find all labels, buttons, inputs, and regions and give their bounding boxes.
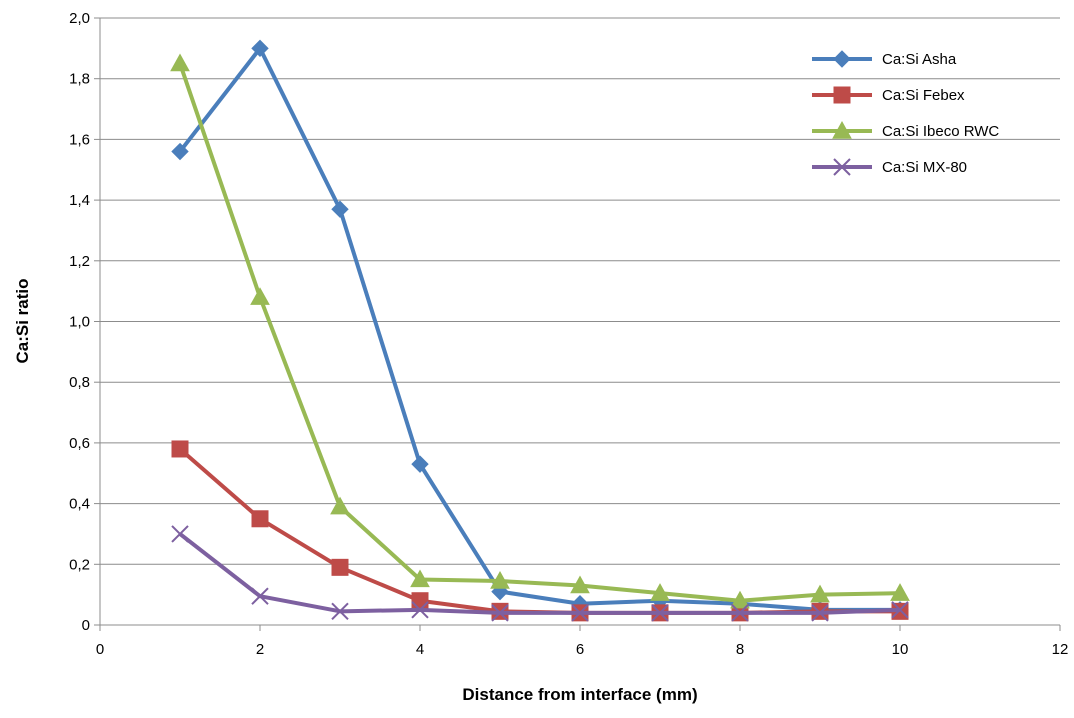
legend-marker xyxy=(833,86,851,104)
marker-stroke xyxy=(251,587,269,605)
x-tick-label: 10 xyxy=(892,641,909,658)
data-point xyxy=(491,604,509,622)
legend-item: Ca:Si Asha xyxy=(812,50,957,68)
data-point xyxy=(171,142,189,161)
data-point xyxy=(410,569,430,588)
y-tick-label: 0,2 xyxy=(69,556,90,573)
marker-stroke xyxy=(491,604,509,622)
data-point xyxy=(251,510,269,528)
marker-stroke xyxy=(651,604,669,622)
data-point xyxy=(650,583,670,601)
x-tick-label: 12 xyxy=(1052,641,1069,658)
data-point xyxy=(571,604,589,622)
y-tick-label: 0 xyxy=(82,617,90,634)
y-tick-label: 0,8 xyxy=(69,374,90,391)
data-point xyxy=(331,200,349,218)
data-point xyxy=(331,602,349,621)
marker-stroke xyxy=(171,525,189,543)
data-point xyxy=(171,525,189,543)
x-tick-label: 2 xyxy=(256,641,264,658)
data-point xyxy=(730,590,750,609)
legend-item: Ca:Si Febex xyxy=(812,86,965,104)
legend-marker xyxy=(833,50,851,68)
data-point xyxy=(411,601,429,619)
series-line xyxy=(178,532,901,615)
y-tick-label: 0,6 xyxy=(69,435,90,452)
y-tick-label: 2,0 xyxy=(69,10,90,27)
legend-item: Ca:Si MX-80 xyxy=(812,158,967,176)
plot-series xyxy=(170,39,910,622)
gridlines xyxy=(100,17,1060,565)
y-tick-label: 1,2 xyxy=(69,253,90,270)
marker-stroke xyxy=(731,604,749,622)
marker-stroke xyxy=(891,601,909,619)
data-point xyxy=(810,584,830,603)
data-point xyxy=(411,455,429,473)
y-tick-label: 0,4 xyxy=(69,496,90,513)
y-tick-label: 1,4 xyxy=(69,192,90,209)
marker-stroke xyxy=(331,602,349,621)
legend-label: Ca:Si Febex xyxy=(882,87,965,104)
series-line xyxy=(178,62,901,603)
series-2 xyxy=(170,53,910,609)
legend-label: Ca:Si Asha xyxy=(882,51,957,68)
axes: 0 0,2 0,4 0,6 0,8 1,0 1,2 1,4 1,6 1,8 2,0 0 2 4 6 8 10 12 xyxy=(69,10,1068,658)
y-axis-title: Ca:Si ratio xyxy=(13,278,32,363)
x-tick-label: 8 xyxy=(736,641,744,658)
legend-marker xyxy=(833,158,851,176)
data-point xyxy=(651,604,669,622)
x-tick-label: 0 xyxy=(96,641,104,658)
data-point xyxy=(570,575,590,594)
data-point xyxy=(490,570,510,589)
legend-marker xyxy=(832,120,852,139)
data-point xyxy=(891,601,909,619)
data-point xyxy=(330,496,350,515)
y-tick-label: 1,6 xyxy=(69,131,90,148)
data-point xyxy=(731,604,749,622)
y-tick-label: 1,0 xyxy=(69,314,90,331)
data-point xyxy=(331,558,349,576)
series-line xyxy=(178,46,900,612)
marker-stroke xyxy=(411,601,429,619)
series-line xyxy=(178,447,900,615)
series-3 xyxy=(171,525,909,622)
legend-label: Ca:Si Ibeco RWC xyxy=(882,123,999,140)
legend-label: Ca:Si MX-80 xyxy=(882,159,967,176)
x-axis-title: Distance from interface (mm) xyxy=(462,685,697,704)
data-point xyxy=(251,587,269,605)
marker-stroke xyxy=(811,604,829,622)
data-point xyxy=(251,39,269,58)
data-point xyxy=(411,592,429,610)
data-point xyxy=(811,604,829,622)
y-tick-label: 1,8 xyxy=(69,71,90,88)
legend: Ca:Si Asha Ca:Si Febex Ca:Si Ibeco RWC Ca:S… xyxy=(812,50,999,176)
data-point xyxy=(250,287,270,305)
x-tick-label: 6 xyxy=(576,641,584,658)
data-point xyxy=(170,53,190,72)
data-point xyxy=(890,583,910,601)
marker-stroke xyxy=(571,604,589,622)
data-point xyxy=(171,440,189,458)
series-1 xyxy=(171,440,909,622)
legend-item: Ca:Si Ibeco RWC xyxy=(812,120,999,140)
x-tick-label: 4 xyxy=(416,641,424,658)
marker-stroke xyxy=(833,158,851,176)
